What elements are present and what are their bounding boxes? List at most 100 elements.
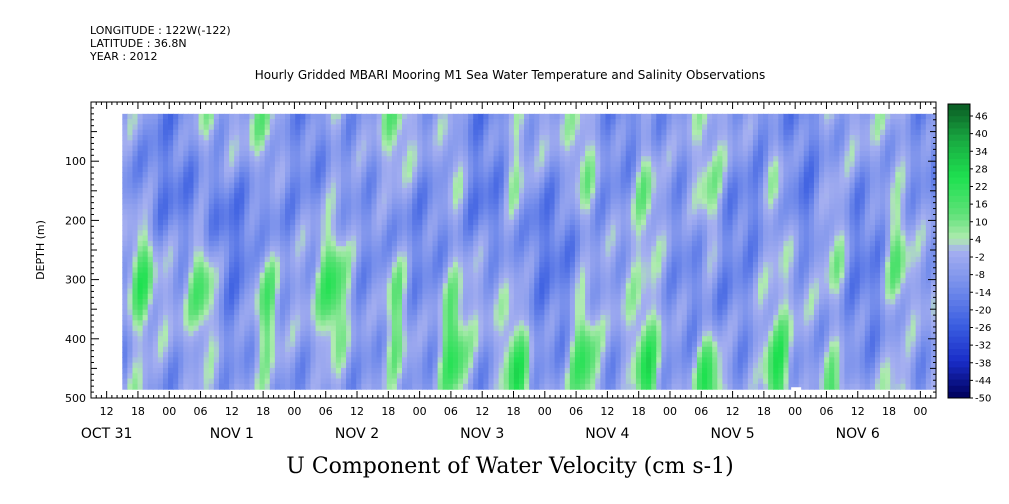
heatmap-cell bbox=[290, 119, 296, 126]
heatmap-cell bbox=[320, 251, 327, 258]
heatmap-cell bbox=[213, 119, 220, 126]
heatmap-cell bbox=[508, 193, 515, 200]
heatmap-cell bbox=[605, 362, 612, 369]
heatmap-cell bbox=[417, 367, 423, 374]
heatmap-cell bbox=[290, 203, 296, 210]
heatmap-cell bbox=[269, 299, 276, 306]
heatmap-cell bbox=[351, 219, 357, 226]
heatmap-cell bbox=[168, 230, 174, 237]
heatmap-cell bbox=[279, 225, 286, 231]
heatmap-cell bbox=[264, 187, 271, 194]
heatmap-cell bbox=[437, 246, 444, 253]
heatmap-cell bbox=[381, 166, 388, 173]
heatmap-cell bbox=[315, 341, 322, 348]
heatmap-cell bbox=[605, 156, 612, 163]
heatmap-cell bbox=[127, 119, 134, 126]
heatmap-cell bbox=[188, 267, 195, 274]
heatmap-cell bbox=[356, 336, 362, 343]
heatmap-cell bbox=[218, 341, 225, 348]
heatmap-cell bbox=[473, 383, 479, 390]
heatmap-cell bbox=[452, 293, 459, 300]
heatmap-cell bbox=[483, 267, 490, 274]
heatmap-cell bbox=[290, 145, 296, 152]
heatmap-cell bbox=[249, 203, 256, 210]
heatmap-cell bbox=[427, 373, 434, 380]
heatmap-cell bbox=[229, 246, 235, 253]
heatmap-cell bbox=[239, 315, 245, 321]
heatmap-cell bbox=[483, 198, 490, 205]
heatmap-cell bbox=[218, 225, 225, 231]
heatmap-cell bbox=[452, 367, 459, 374]
heatmap-cell bbox=[305, 145, 312, 152]
heatmap-cell bbox=[290, 156, 296, 163]
heatmap-cell bbox=[168, 309, 174, 316]
heatmap-cell bbox=[285, 203, 291, 210]
heatmap-cell bbox=[559, 140, 566, 147]
heatmap-cell bbox=[442, 177, 449, 184]
heatmap-cell bbox=[483, 113, 490, 120]
heatmap-cell bbox=[473, 320, 479, 327]
heatmap-cell bbox=[254, 129, 261, 136]
heatmap-cell bbox=[407, 251, 413, 258]
heatmap-cell bbox=[173, 362, 179, 369]
heatmap-cell bbox=[315, 283, 322, 290]
heatmap-cell bbox=[356, 182, 362, 189]
heatmap-cell bbox=[396, 309, 403, 316]
heatmap-cell bbox=[590, 262, 596, 268]
heatmap-cell bbox=[239, 293, 245, 300]
heatmap-cell bbox=[208, 262, 215, 268]
heatmap-cell bbox=[539, 373, 546, 380]
heatmap-cell bbox=[508, 357, 515, 364]
heatmap-cell bbox=[376, 129, 383, 136]
heatmap-cell bbox=[157, 214, 164, 221]
heatmap-cell bbox=[529, 272, 535, 279]
heatmap-cell bbox=[381, 140, 388, 147]
heatmap-cell bbox=[473, 352, 479, 358]
heatmap-cell bbox=[340, 346, 347, 353]
heatmap-cell bbox=[203, 119, 210, 126]
heatmap-cell bbox=[585, 156, 591, 163]
heatmap-cell bbox=[279, 193, 286, 200]
heatmap-cell bbox=[427, 309, 434, 316]
heatmap-cell bbox=[356, 299, 362, 306]
heatmap-cell bbox=[437, 373, 444, 380]
heatmap-cell bbox=[437, 150, 444, 157]
heatmap-cell bbox=[452, 166, 459, 173]
heatmap-cell bbox=[524, 129, 530, 136]
heatmap-cell bbox=[218, 219, 225, 226]
heatmap-cell bbox=[152, 145, 159, 152]
heatmap-cell bbox=[229, 203, 235, 210]
heatmap-cell bbox=[493, 352, 500, 358]
heatmap-cell bbox=[574, 251, 581, 258]
heatmap-cell bbox=[529, 209, 535, 216]
heatmap-cell bbox=[274, 177, 281, 184]
heatmap-cell bbox=[244, 330, 251, 337]
heatmap-cell bbox=[290, 357, 296, 364]
heatmap-cell bbox=[407, 277, 413, 284]
heatmap-cell bbox=[452, 156, 459, 163]
heatmap-cell bbox=[564, 135, 571, 141]
heatmap-cell bbox=[605, 293, 612, 300]
heatmap-cell bbox=[391, 304, 398, 311]
heatmap-cell bbox=[290, 299, 296, 306]
heatmap-cell bbox=[402, 325, 408, 332]
heatmap-cell bbox=[554, 156, 561, 163]
heatmap-cell bbox=[208, 378, 215, 385]
heatmap-cell bbox=[396, 373, 403, 380]
heatmap-cell bbox=[188, 219, 195, 226]
heatmap-cell bbox=[437, 346, 444, 353]
heatmap-cell bbox=[137, 124, 144, 131]
heatmap-cell bbox=[340, 378, 347, 385]
heatmap-cell bbox=[513, 145, 520, 152]
heatmap-cell bbox=[498, 362, 505, 369]
heatmap-cell bbox=[534, 299, 540, 306]
heatmap-cell bbox=[168, 135, 174, 141]
heatmap-cell bbox=[468, 156, 474, 163]
heatmap-cell bbox=[224, 336, 230, 343]
heatmap-cell bbox=[264, 135, 271, 141]
heatmap-cell bbox=[157, 293, 164, 300]
heatmap-cell bbox=[442, 251, 449, 258]
heatmap-cell bbox=[600, 156, 607, 163]
heatmap-cell bbox=[371, 235, 378, 242]
heatmap-cell bbox=[224, 293, 230, 300]
